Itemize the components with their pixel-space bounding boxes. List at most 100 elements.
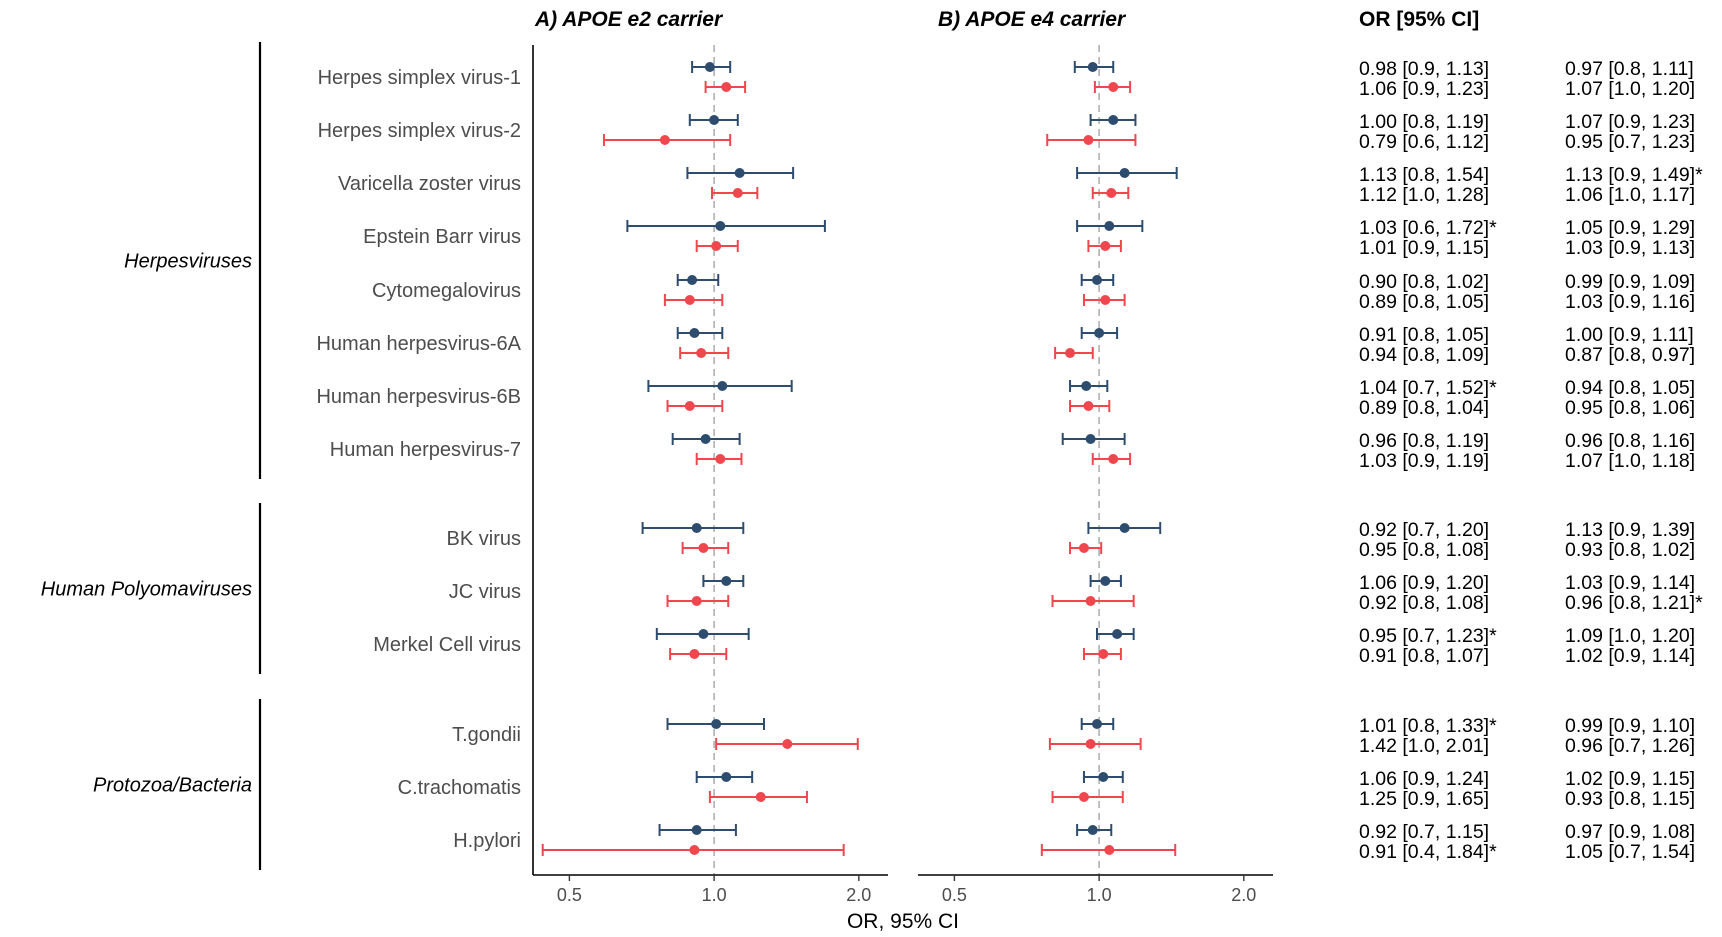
or-text-e2-5-2: 0.94 [0.8, 1.09]	[1359, 344, 1489, 366]
or-text-e4-8-1: 1.13 [0.9, 1.39]	[1565, 519, 1695, 541]
or-text-e4-8-2: 0.93 [0.8, 1.02]	[1565, 539, 1695, 561]
row-label-13: H.pylori	[453, 830, 521, 852]
x-tick-label-b-1: 1.0	[1087, 885, 1112, 905]
row-label-9: JC virus	[449, 581, 521, 603]
or-text-e4-6-2: 0.95 [0.8, 1.06]	[1565, 397, 1695, 419]
or-text-e4-0-2: 1.07 [1.0, 1.20]	[1565, 78, 1695, 100]
or-point-b-7-1	[1085, 434, 1096, 444]
or-text-e2-0-1: 0.98 [0.9, 1.13]	[1359, 58, 1489, 80]
or-text-e2-6-2: 0.89 [0.8, 1.04]	[1359, 397, 1489, 419]
group-label-1: Human Polyomaviruses	[41, 579, 252, 601]
row-label-3: Epstein Barr virus	[363, 226, 521, 248]
or-text-e2-8-1: 0.92 [0.7, 1.20]	[1359, 519, 1489, 541]
or-point-b-10-2	[1098, 649, 1109, 659]
or-point-b-5-2	[1065, 348, 1076, 358]
row-label-4: Cytomegalovirus	[372, 280, 521, 302]
or-point-a-11-2	[782, 739, 793, 749]
or-point-a-13-1	[691, 825, 702, 835]
x-tick-label-b-2: 2.0	[1231, 885, 1256, 905]
or-point-a-11-1	[711, 719, 722, 729]
or-text-e4-11-1: 0.99 [0.9, 1.10]	[1565, 715, 1695, 737]
or-text-e2-7-2: 1.03 [0.9, 1.19]	[1359, 450, 1489, 472]
or-point-b-3-1	[1104, 221, 1115, 231]
or-text-e4-12-1: 1.02 [0.9, 1.15]	[1565, 768, 1695, 790]
x-axis-title: OR, 95% CI	[847, 910, 959, 933]
or-point-b-1-1	[1108, 115, 1119, 125]
or-point-a-7-1	[700, 434, 711, 444]
or-text-e2-8-2: 0.95 [0.8, 1.08]	[1359, 539, 1489, 561]
or-text-e4-2-2: 1.06 [1.0, 1.17]	[1565, 184, 1695, 206]
or-text-e4-1-2: 0.95 [0.7, 1.23]	[1565, 131, 1695, 153]
or-text-e4-7-2: 1.07 [1.0, 1.18]	[1565, 450, 1695, 472]
row-label-5: Human herpesvirus-6A	[316, 333, 521, 355]
or-point-a-2-1	[734, 168, 745, 178]
panel-b-title: B) APOE e4 carrier	[938, 8, 1127, 31]
or-text-e2-10-1: 0.95 [0.7, 1.23]*	[1359, 625, 1497, 647]
or-point-a-12-2	[755, 792, 766, 802]
or-text-e2-7-1: 0.96 [0.8, 1.19]	[1359, 430, 1489, 452]
or-text-e2-9-1: 1.06 [0.9, 1.20]	[1359, 572, 1489, 594]
or-point-b-3-2	[1100, 241, 1111, 251]
or-text-e4-5-1: 1.00 [0.9, 1.11]	[1565, 324, 1694, 346]
or-text-e4-6-1: 0.94 [0.8, 1.05]	[1565, 377, 1695, 399]
x-tick-label-a-0: 0.5	[557, 885, 582, 905]
or-point-b-8-2	[1078, 543, 1089, 553]
or-text-e4-3-2: 1.03 [0.9, 1.13]	[1565, 237, 1695, 259]
or-text-e2-13-1: 0.92 [0.7, 1.15]	[1359, 821, 1489, 843]
or-text-e4-9-1: 1.03 [0.9, 1.14]	[1565, 572, 1695, 594]
or-point-b-11-2	[1085, 739, 1096, 749]
or-point-a-9-1	[721, 576, 732, 586]
or-text-e2-2-2: 1.12 [1.0, 1.28]	[1359, 184, 1489, 206]
group-label-2: Protozoa/Bacteria	[93, 775, 252, 797]
or-point-a-5-2	[696, 348, 707, 358]
or-point-a-12-1	[721, 772, 732, 782]
or-point-a-1-1	[709, 115, 720, 125]
or-point-a-4-2	[684, 295, 695, 305]
or-text-e2-1-1: 1.00 [0.8, 1.19]	[1359, 111, 1489, 133]
or-text-e4-4-2: 1.03 [0.9, 1.16]	[1565, 291, 1695, 313]
or-point-a-8-2	[698, 543, 709, 553]
or-point-a-6-2	[684, 401, 695, 411]
or-point-a-1-2	[659, 135, 670, 145]
row-label-2: Varicella zoster virus	[338, 173, 521, 195]
or-text-e4-12-2: 0.93 [0.8, 1.15]	[1565, 788, 1695, 810]
or-point-b-5-1	[1094, 328, 1105, 338]
or-text-e4-7-1: 0.96 [0.8, 1.16]	[1565, 430, 1695, 452]
or-point-b-11-1	[1092, 719, 1103, 729]
or-text-e4-3-1: 1.05 [0.9, 1.29]	[1565, 217, 1695, 239]
x-tick-label-a-1: 1.0	[702, 885, 727, 905]
or-text-e2-5-1: 0.91 [0.8, 1.05]	[1359, 324, 1489, 346]
x-tick-label-a-2: 2.0	[846, 885, 871, 905]
or-text-e2-4-2: 0.89 [0.8, 1.05]	[1359, 291, 1489, 313]
row-label-10: Merkel Cell virus	[373, 634, 521, 656]
or-point-b-4-1	[1092, 275, 1103, 285]
or-point-b-12-2	[1078, 792, 1089, 802]
or-text-e2-6-1: 1.04 [0.7, 1.52]*	[1359, 377, 1497, 399]
row-label-12: C.trachomatis	[398, 777, 521, 799]
or-text-e4-13-2: 1.05 [0.7, 1.54]	[1565, 841, 1695, 863]
or-point-a-2-2	[732, 188, 743, 198]
or-text-e2-9-2: 0.92 [0.8, 1.08]	[1359, 592, 1489, 614]
or-point-b-10-1	[1112, 629, 1123, 639]
or-point-b-13-1	[1087, 825, 1098, 835]
or-point-b-9-2	[1085, 596, 1096, 606]
or-text-e2-13-2: 0.91 [0.4, 1.84]*	[1359, 841, 1497, 863]
or-text-e4-0-1: 0.97 [0.8, 1.11]	[1565, 58, 1694, 80]
or-text-e2-10-2: 0.91 [0.8, 1.07]	[1359, 645, 1489, 667]
or-text-e4-10-2: 1.02 [0.9, 1.14]	[1565, 645, 1695, 667]
or-point-b-9-1	[1100, 576, 1111, 586]
or-point-a-0-1	[704, 62, 715, 72]
or-point-a-13-2	[689, 845, 700, 855]
or-point-a-6-1	[717, 381, 728, 391]
or-text-e2-0-2: 1.06 [0.9, 1.23]	[1359, 78, 1489, 100]
or-text-e2-2-1: 1.13 [0.8, 1.54]	[1359, 164, 1489, 186]
or-text-e4-10-1: 1.09 [1.0, 1.20]	[1565, 625, 1695, 647]
row-label-6: Human herpesvirus-6B	[316, 386, 521, 408]
row-label-8: BK virus	[447, 528, 521, 550]
or-point-a-0-2	[721, 82, 732, 92]
or-point-a-7-2	[715, 454, 726, 464]
or-text-e2-3-1: 1.03 [0.6, 1.72]*	[1359, 217, 1497, 239]
group-label-0: Herpesviruses	[124, 251, 252, 273]
or-point-a-10-1	[698, 629, 709, 639]
